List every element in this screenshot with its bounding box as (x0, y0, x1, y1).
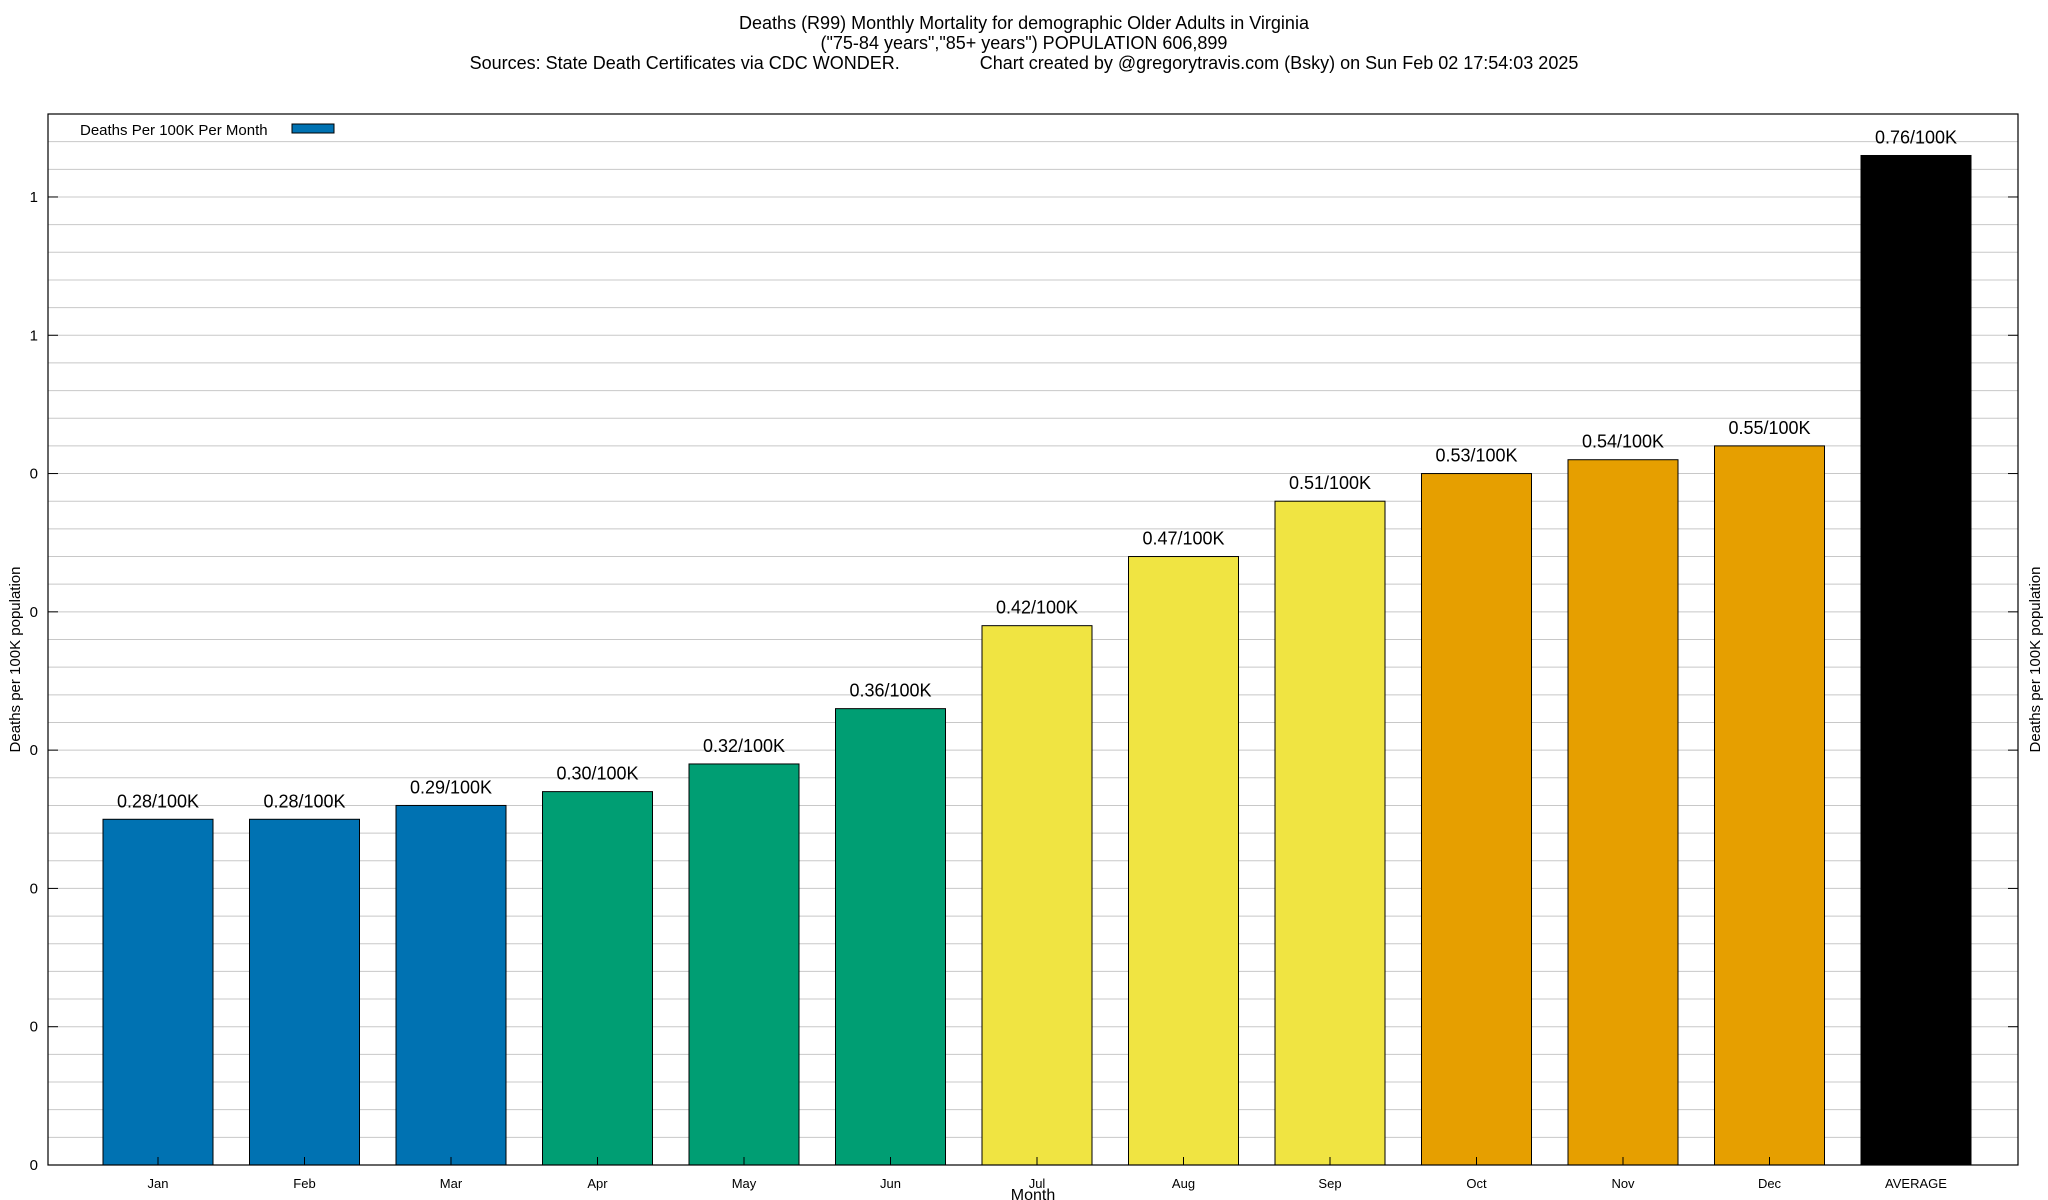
chart-title: Deaths (R99) Monthly Mortality for demog… (739, 13, 1309, 33)
data-label: 0.42/100K (996, 598, 1078, 618)
data-label: 0.55/100K (1728, 418, 1810, 438)
data-label: 0.28/100K (117, 791, 199, 811)
data-label: 0.47/100K (1142, 529, 1224, 549)
bar-nov (1567, 459, 1679, 1166)
bar-jul (981, 625, 1093, 1166)
data-label: 0.51/100K (1289, 473, 1371, 493)
x-tick-label: Jan (148, 1176, 169, 1191)
bar-dec (1714, 445, 1825, 1166)
x-tick-label: Oct (1466, 1176, 1487, 1191)
bar-oct (1421, 473, 1532, 1166)
x-tick-label: Sep (1318, 1176, 1341, 1191)
y-tick-label: 1 (30, 327, 38, 344)
x-tick-label: Dec (1758, 1176, 1782, 1191)
y-tick-label: 0 (30, 742, 38, 759)
y-axis-title-right: Deaths per 100K population (2027, 567, 2044, 753)
bar-feb (249, 818, 360, 1166)
data-label: 0.28/100K (263, 791, 345, 811)
y-tick-label: 0 (30, 604, 38, 621)
x-tick-label: Nov (1611, 1176, 1635, 1191)
x-tick-label: May (732, 1176, 757, 1191)
legend-swatch (291, 123, 335, 134)
y-tick-label: 0 (30, 880, 38, 897)
plot-frame (47, 113, 2019, 1166)
x-tick-label: Feb (293, 1176, 315, 1191)
data-label: 0.53/100K (1435, 446, 1517, 466)
data-label: 0.32/100K (703, 736, 785, 756)
y-tick-label: 0 (30, 466, 38, 483)
y-tick-label: 1 (30, 189, 38, 206)
data-label: 0.76/100K (1875, 127, 1957, 147)
bar-jun (835, 708, 946, 1166)
bar-aug (1128, 556, 1239, 1166)
x-tick-label: Jun (880, 1176, 901, 1191)
data-label: 0.29/100K (410, 777, 492, 797)
bar-apr (542, 791, 653, 1166)
chart-subtitle: ("75-84 years","85+ years") POPULATION 6… (820, 33, 1228, 53)
bar-jan (102, 818, 214, 1166)
x-tick-label: Aug (1172, 1176, 1195, 1191)
x-axis-title: Month (1011, 1187, 1055, 1200)
data-label: 0.30/100K (556, 764, 638, 784)
y-tick-label: 0 (30, 1019, 38, 1036)
y-tick-label: 0 (30, 1157, 38, 1174)
x-tick-label: Apr (587, 1176, 608, 1191)
data-label: 0.36/100K (849, 681, 931, 701)
data-label: 0.54/100K (1582, 432, 1664, 452)
x-tick-label: Mar (440, 1176, 463, 1191)
chart-source-note: Sources: State Death Certificates via CD… (469, 53, 1579, 73)
bar-sep (1274, 500, 1386, 1166)
y-axis-title: Deaths per 100K population (7, 567, 24, 753)
bar-mar (395, 804, 507, 1166)
x-tick-label: AVERAGE (1885, 1176, 1947, 1191)
bar-may (688, 763, 800, 1166)
x-tick-label: Jul (1029, 1176, 1046, 1191)
bar-average (1860, 154, 1972, 1166)
legend-label: Deaths Per 100K Per Month (80, 122, 268, 139)
